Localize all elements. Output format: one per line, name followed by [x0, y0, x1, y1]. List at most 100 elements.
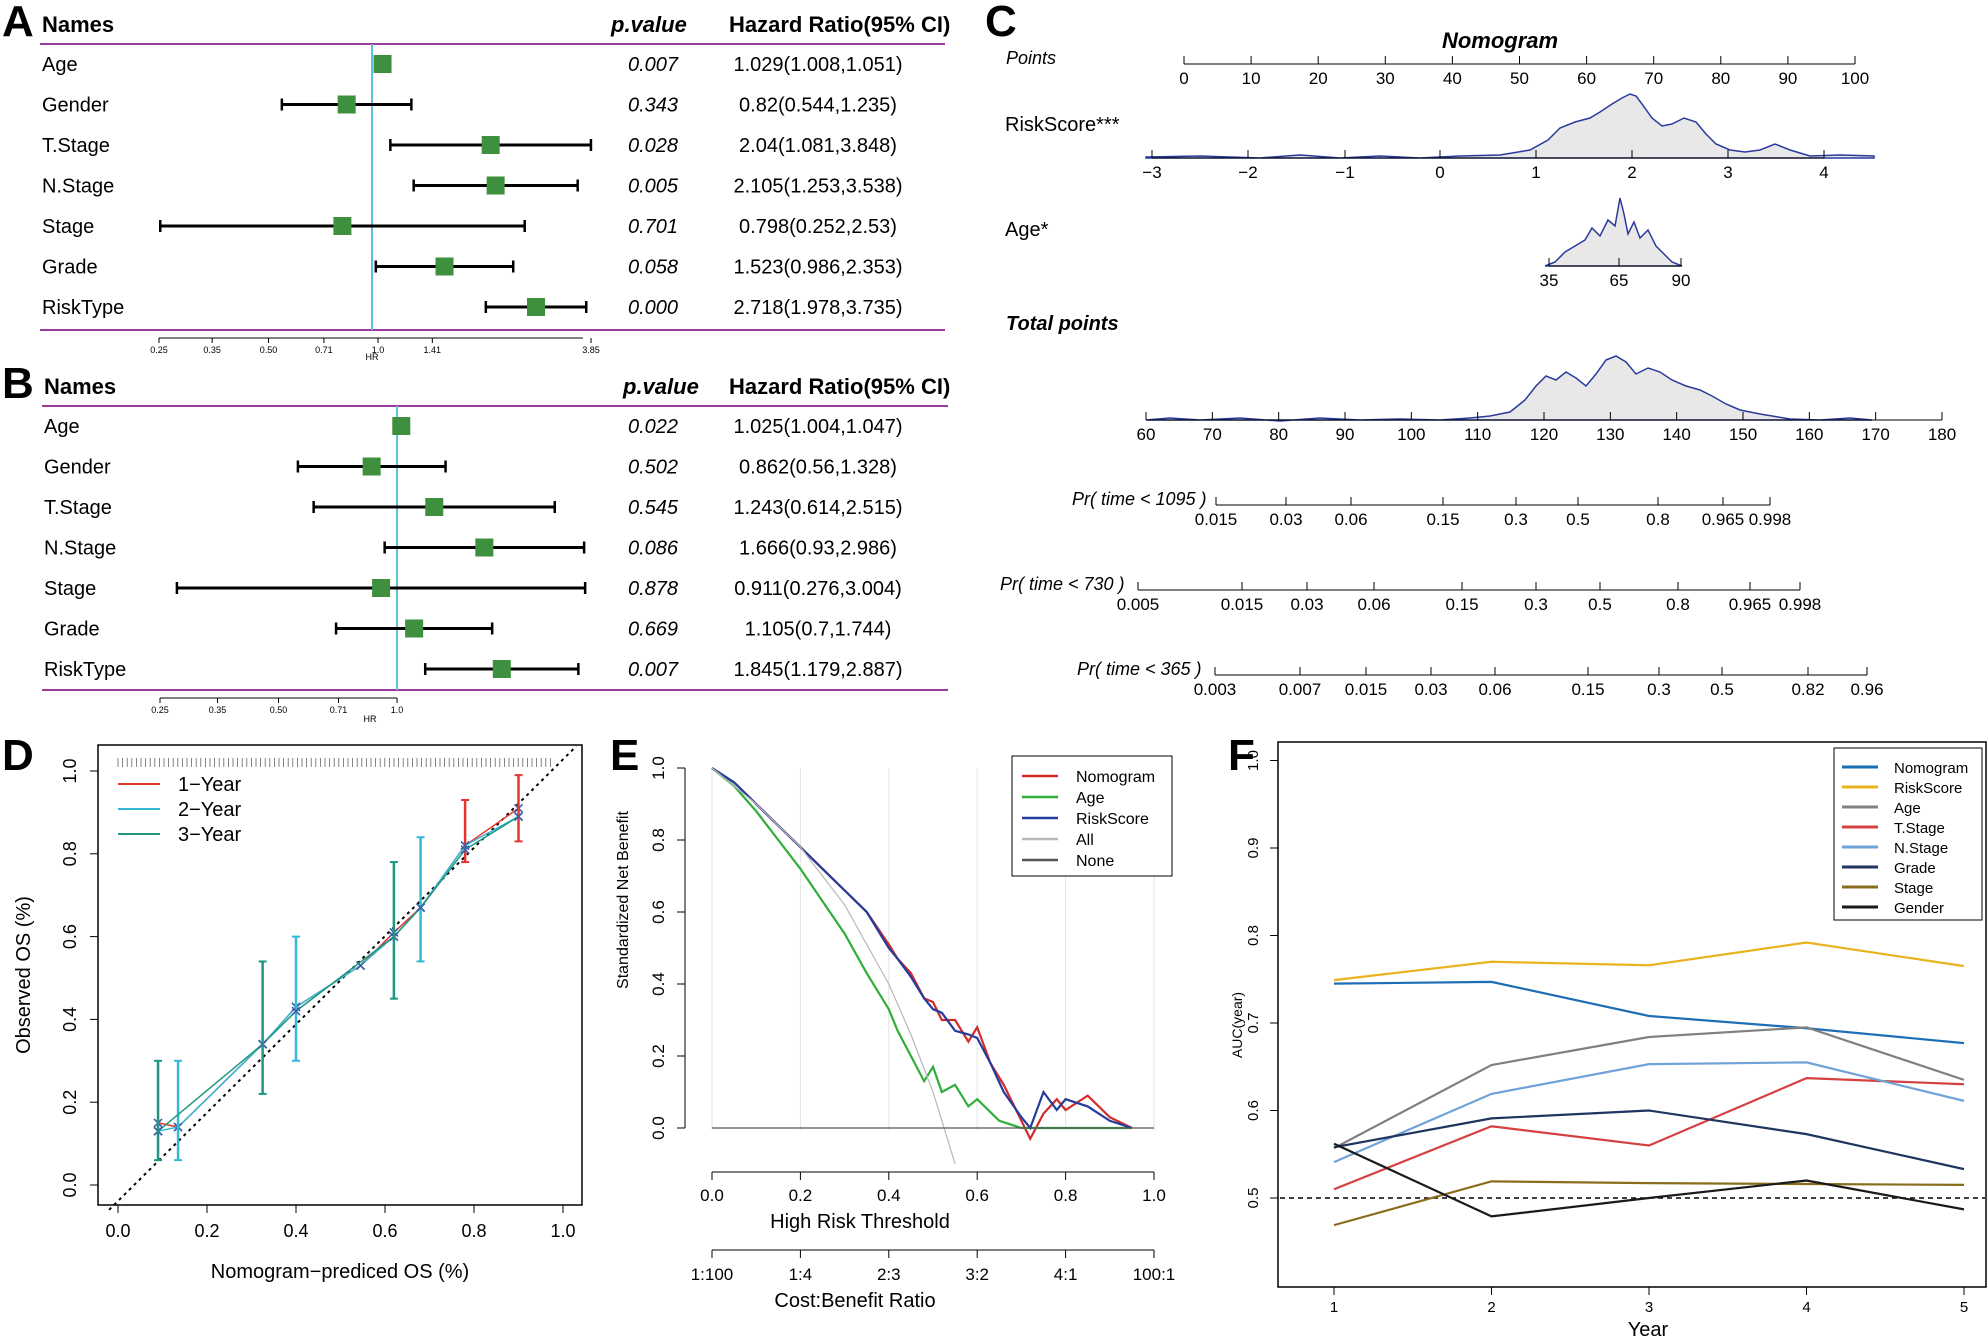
hr-marker [435, 257, 454, 276]
legend-box [1833, 747, 1983, 921]
row-pvalue: 0.028 [628, 135, 678, 157]
riskscore-axis-tick-label: −2 [1238, 163, 1257, 182]
x2-tick-label: 1:100 [691, 1265, 734, 1284]
y-tick-label: 1.0 [649, 756, 668, 780]
panel-a: A Names p.value Hazard Ratio(95% CI) Age… [2, 0, 950, 362]
hr-marker [527, 298, 546, 316]
calibration-point [460, 845, 470, 855]
calibration-point [513, 811, 524, 822]
panel-a-label: A [2, 0, 34, 46]
x-tick-label: 0.6 [372, 1221, 397, 1241]
axis-tick-label: 1.41 [424, 345, 442, 355]
row-name: Gender [44, 457, 111, 479]
legend-label: None [1076, 853, 1114, 870]
axis-tick-label: 0.50 [260, 345, 278, 355]
y-tick-label: 1.0 [1245, 750, 1262, 771]
x2-tick-label: 100:1 [1133, 1265, 1176, 1284]
pr-365-axis-tick-label: 0.3 [1647, 680, 1671, 699]
total-points-axis-tick-label: 90 [1336, 425, 1355, 444]
x-tick-label: 0.2 [789, 1186, 813, 1205]
y-tick-label: 0.6 [1245, 1100, 1262, 1121]
axis-tick-label: 1.0 [391, 705, 404, 715]
x2-tick-label: 2:3 [877, 1265, 901, 1284]
auc-line [1333, 1061, 1965, 1164]
pr-365-label: Pr( time < 365 ) [1077, 659, 1202, 679]
legend-label: RiskScore [1076, 811, 1149, 828]
auc-line [1333, 1142, 1965, 1218]
hr-marker [492, 660, 511, 678]
x-tick-label: 2 [1487, 1299, 1495, 1316]
row-name: N.Stage [44, 538, 116, 560]
y-tick-label: 0.0 [649, 1116, 668, 1140]
row-name: T.Stage [44, 497, 112, 519]
pr-730-axis-tick-label: 0.015 [1221, 595, 1264, 614]
y-tick-label: 0.8 [649, 828, 668, 852]
total-points-axis-tick-label: 60 [1137, 425, 1156, 444]
panel-b-pvalue-header: p.value [622, 374, 699, 399]
panel-a-xlabel: HR [366, 352, 379, 362]
panel-b-names-header: Names [44, 374, 116, 399]
age-axis-tick-label: 90 [1672, 271, 1691, 290]
legend-label: Grade [1894, 860, 1936, 877]
pr-730-axis-tick-label: 0.965 [1729, 595, 1772, 614]
row-name: Grade [42, 257, 98, 279]
calibration-point [291, 1006, 301, 1016]
row-name: Stage [44, 578, 96, 600]
y-tick-label: 0.8 [60, 841, 80, 866]
pr-1095-axis-tick-label: 0.5 [1566, 510, 1590, 529]
row-pvalue: 0.007 [628, 54, 679, 76]
pr-1095-label: Pr( time < 1095 ) [1072, 489, 1207, 509]
x-tick-label: 1.0 [1142, 1186, 1166, 1205]
pr-1095-axis-tick-label: 0.015 [1195, 510, 1238, 529]
riskscore-axis-tick-label: 4 [1819, 163, 1828, 182]
row-ci: 0.911(0.276,3.004) [734, 578, 902, 600]
x-tick-label: 0.8 [461, 1221, 486, 1241]
panel-a-names-header: Names [42, 12, 114, 37]
row-ci: 1.025(1.004,1.047) [733, 416, 902, 438]
riskscore-axis-tick-label: −1 [1335, 163, 1354, 182]
row-pvalue: 0.701 [628, 216, 678, 238]
legend-label: 1−Year [178, 774, 242, 796]
x-tick-label: 3 [1645, 1299, 1653, 1316]
y-tick-label: 1.0 [60, 758, 80, 783]
row-name: T.Stage [42, 135, 110, 157]
row-pvalue: 0.005 [628, 176, 679, 198]
age-axis-tick-label: 35 [1540, 271, 1559, 290]
auc-line [1333, 1109, 1965, 1171]
points-axis-tick-label: 90 [1778, 69, 1797, 88]
auc-line [1333, 1077, 1965, 1191]
pr-730-axis-tick-label: 0.03 [1290, 595, 1323, 614]
total-points-axis-tick-label: 170 [1861, 425, 1889, 444]
points-label: Points [1006, 48, 1056, 68]
pr-730-axis-tick-label: 0.3 [1524, 595, 1548, 614]
panel-b-hr-header: Hazard Ratio(95% CI) [729, 374, 950, 399]
total-points-axis-tick-label: 150 [1729, 425, 1757, 444]
row-ci: 1.029(1.008,1.051) [733, 54, 902, 76]
legend-label: Age [1894, 800, 1921, 817]
pr-730-axis-tick-label: 0.15 [1445, 595, 1478, 614]
row-name: Age [44, 416, 80, 438]
panel-c-label: C [985, 0, 1017, 46]
hr-marker [475, 538, 494, 557]
y-tick-label: 0.4 [649, 972, 668, 996]
row-name: Gender [42, 95, 109, 117]
total-points-density [1145, 355, 1873, 422]
pr-1095-axis-tick-label: 0.965 [1702, 510, 1745, 529]
row-pvalue: 0.669 [628, 619, 678, 641]
riskscore-density [1145, 93, 1875, 159]
x-tick-label: 4 [1802, 1299, 1810, 1316]
panel-d-frame [97, 744, 583, 1206]
row-ci: 1.243(0.614,2.515) [733, 497, 902, 519]
points-axis-tick-label: 20 [1309, 69, 1328, 88]
riskscore-axis-tick-label: 2 [1627, 163, 1636, 182]
row-name: Age [42, 54, 78, 76]
row-pvalue: 0.058 [628, 257, 678, 279]
x-tick-label: 0.8 [1054, 1186, 1078, 1205]
row-ci: 1.105(0.7,1.744) [745, 619, 892, 641]
x2-tick-label: 1:4 [789, 1265, 813, 1284]
panel-f: F 0.5 0.6 0.7 0.8 0.9 1.0 1 2 3 4 5 Nomogram RiskSco… [1228, 731, 1987, 1341]
y-tick-label: 0.7 [1245, 1013, 1262, 1034]
hr-marker [425, 498, 444, 516]
row-ci: 0.862(0.56,1.328) [739, 457, 897, 479]
